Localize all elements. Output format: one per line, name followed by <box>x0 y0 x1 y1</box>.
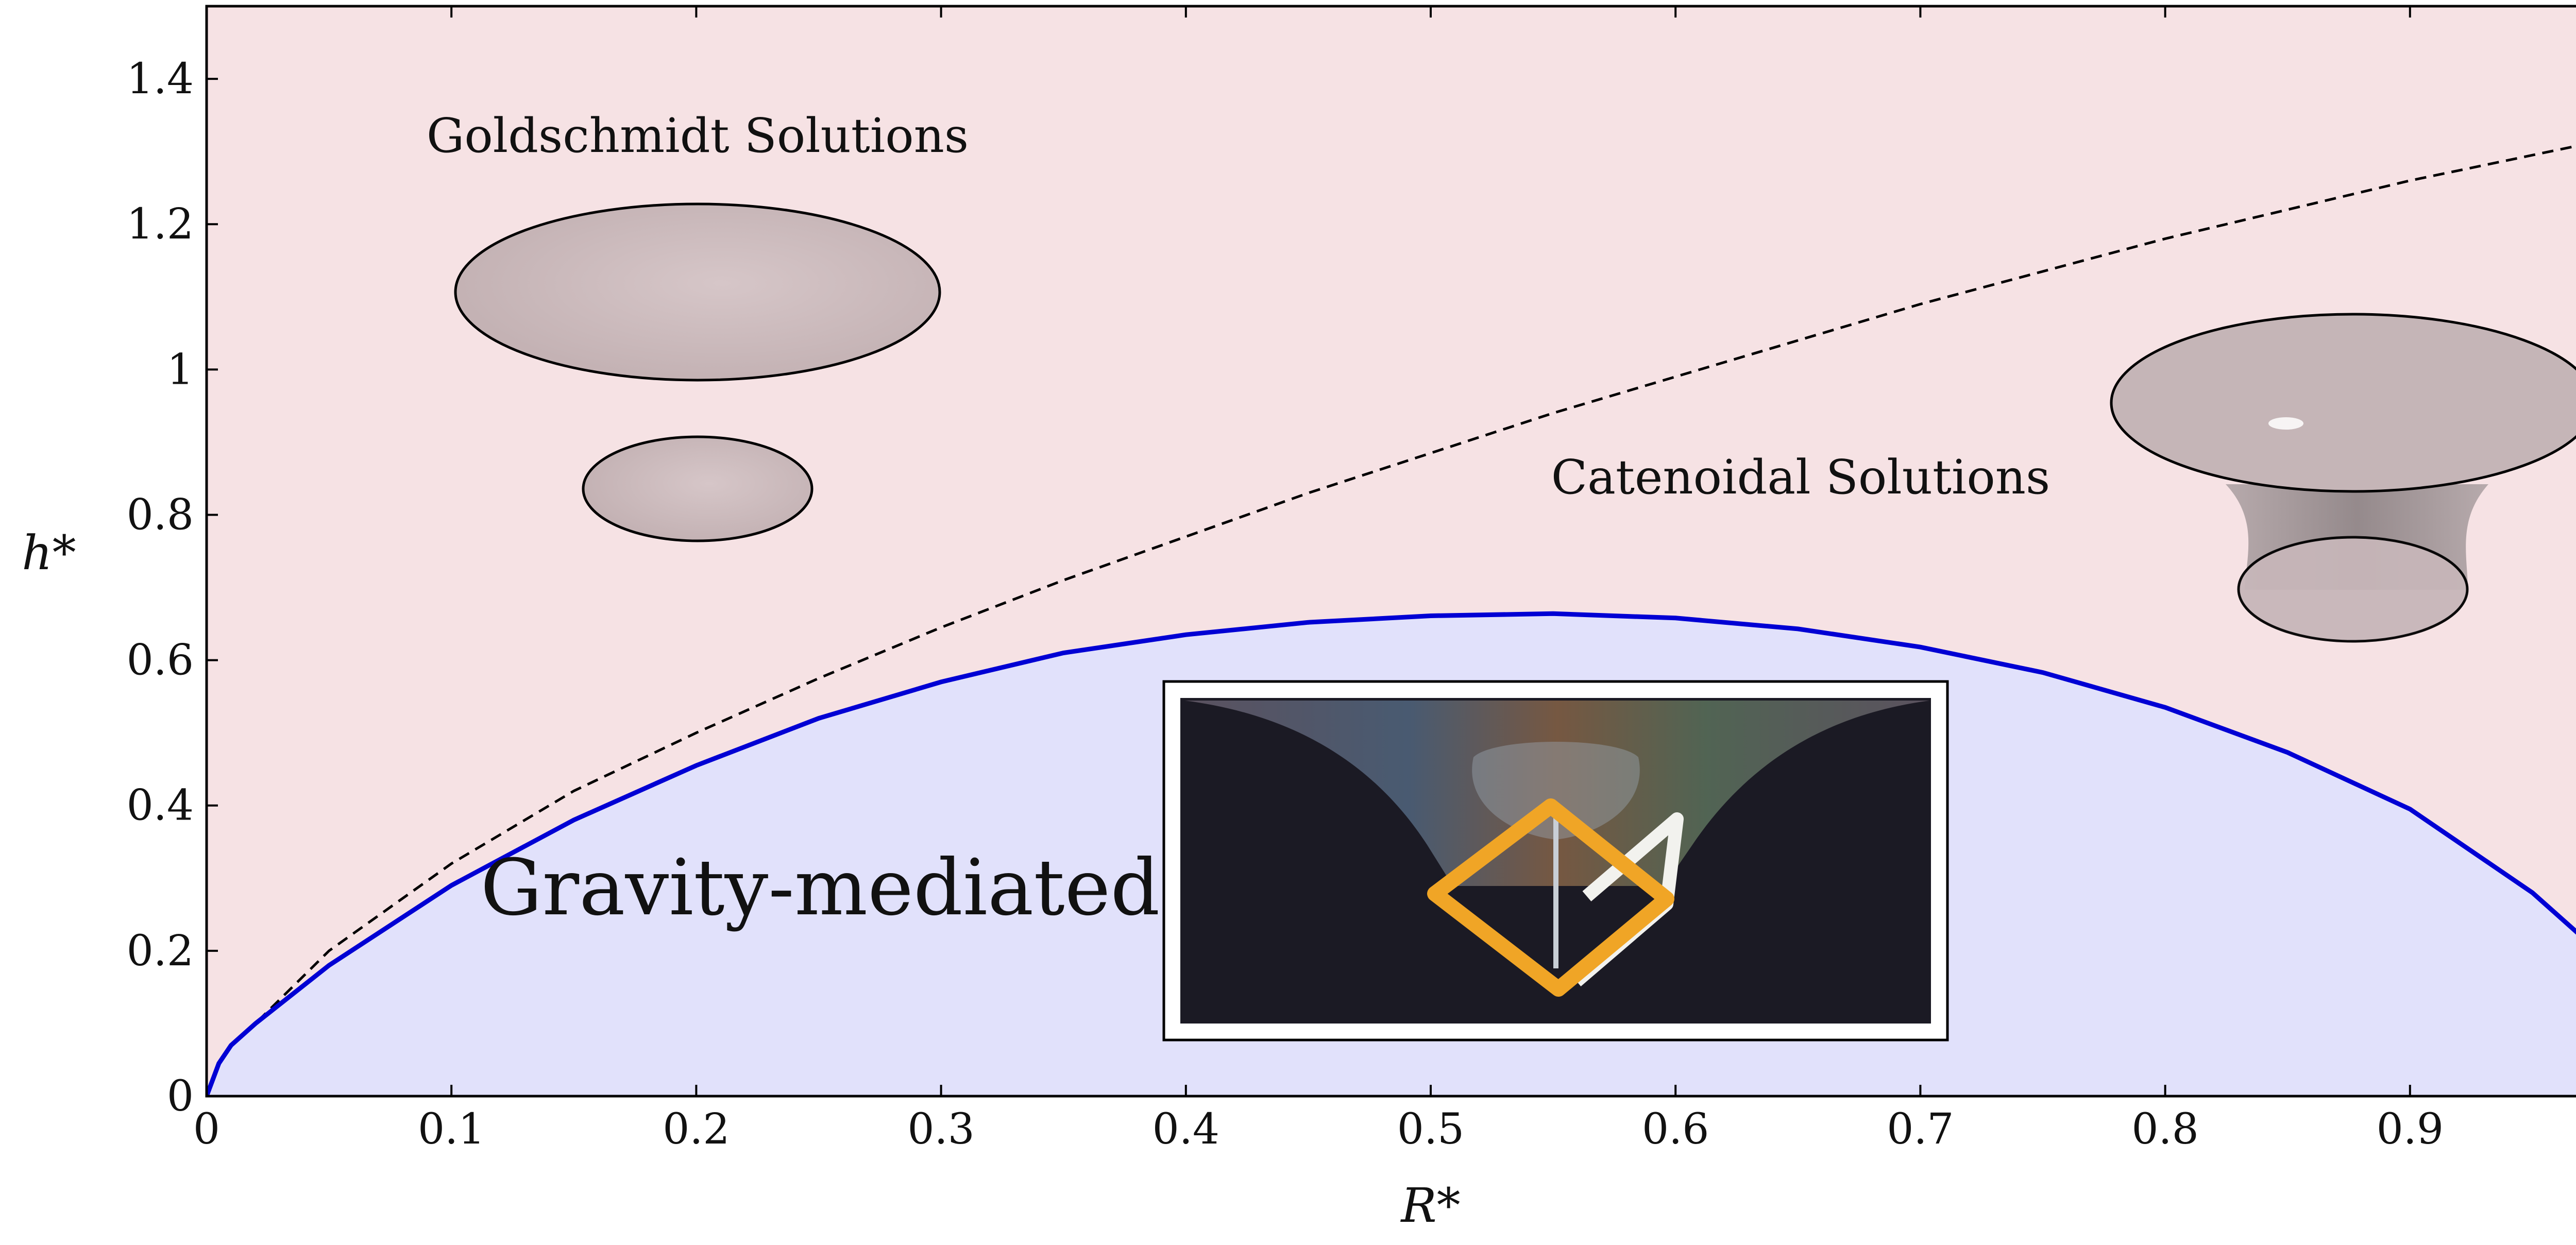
catenoid-lower-disc <box>2237 536 2469 643</box>
y-tick-label: 1.2 <box>127 200 194 249</box>
x-tick-label: 0 <box>193 1105 220 1154</box>
catenoid-upper-disc <box>2110 313 2576 493</box>
x-tick-label: 0.4 <box>1153 1105 1219 1154</box>
x-tick-label: 0.1 <box>418 1105 485 1154</box>
glass-bulb <box>1472 742 1640 840</box>
y-tick-label: 0.6 <box>127 636 194 685</box>
dashed-boundary-line <box>207 145 2576 1096</box>
y-axis-label: h* <box>22 525 76 581</box>
goldschmidt-lower-disc <box>582 435 814 542</box>
x-tick-label: 0.3 <box>907 1105 974 1154</box>
y-tick-label: 0.2 <box>127 927 194 976</box>
catenoid-illustration <box>2110 313 2576 643</box>
x-tick-label: 0.5 <box>1397 1105 1464 1154</box>
orange-wire-frame <box>1427 798 1674 997</box>
y-tick-label: 0 <box>167 1072 194 1121</box>
y-tick-label: 0.8 <box>127 490 194 539</box>
y-tick-label: 0.4 <box>127 781 194 830</box>
catenoidal-label: Catenoidal Solutions <box>1551 450 2050 505</box>
x-tick-label: 0.7 <box>1887 1105 1954 1154</box>
catenoid-highlight <box>2268 417 2303 430</box>
x-tick-label: 0.6 <box>1642 1105 1709 1154</box>
x-axis-label: R* <box>1400 1178 1460 1233</box>
y-tick-label: 1.4 <box>127 55 194 104</box>
soap-film <box>1185 701 1929 886</box>
y-axis-ticks: 0 0.2 0.4 0.6 0.8 1 1.2 1.4 <box>127 55 218 1121</box>
x-tick-label: 0.9 <box>2377 1105 2444 1154</box>
goldschmidt-illustration <box>454 202 941 542</box>
x-axis-ticks: 00.10.20.30.40.50.60.70.80.91 <box>193 6 2444 1154</box>
goldschmidt-label: Goldschmidt Solutions <box>427 108 969 163</box>
x-tick-label: 0.2 <box>663 1105 730 1154</box>
x-tick-label: 0.8 <box>2131 1105 2198 1154</box>
gravity-label: Gravity-mediated <box>481 843 1160 933</box>
photo-inset <box>1162 680 1949 1042</box>
y-tick-label: 1 <box>167 345 194 394</box>
gravity-boundary-line <box>207 611 2576 1096</box>
goldschmidt-upper-disc <box>454 202 941 382</box>
